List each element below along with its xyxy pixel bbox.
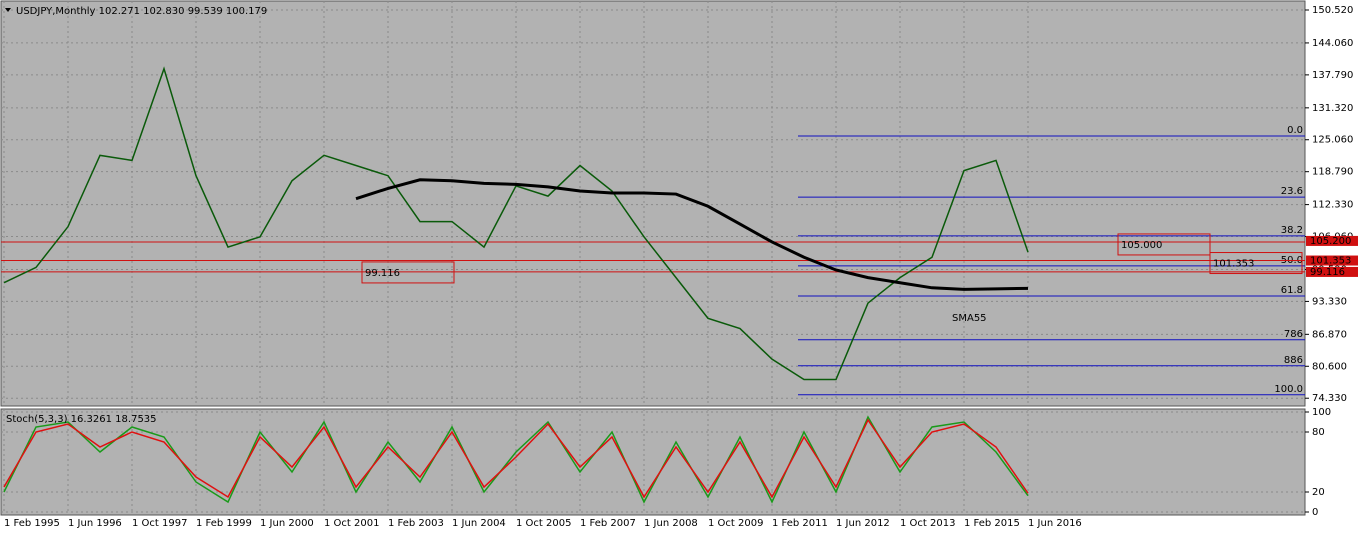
x-tick-label: 1 Feb 2011: [772, 518, 828, 529]
x-tick-label: 1 Jun 2000: [260, 518, 314, 529]
series-line: [355, 178, 1029, 291]
y-tick-label: 0: [1312, 507, 1318, 518]
x-tick-label: 1 Oct 2001: [324, 518, 379, 529]
axis-marker-label: 99.116: [1310, 267, 1345, 278]
x-tick-label: 1 Feb 2007: [580, 518, 636, 529]
fib-label: 886: [1284, 355, 1303, 366]
fib-label: 786: [1284, 329, 1303, 340]
x-tick-label: 1 Oct 1997: [132, 518, 187, 529]
price-panel: [0, 0, 1306, 407]
y-tick-label: 131.320: [1312, 103, 1353, 114]
series-line: [3, 66, 1029, 381]
x-tick-label: 1 Oct 2009: [708, 518, 763, 529]
axis-marker: [1306, 235, 1358, 246]
level-label: 101.353: [1213, 259, 1254, 270]
axis-marker: [1306, 255, 1358, 266]
x-tick-label: 1 Feb 1999: [196, 518, 252, 529]
y-tick-label: 150.520: [1312, 5, 1353, 16]
series-line: [3, 418, 1029, 499]
y-tick-label: 80.600: [1312, 361, 1347, 372]
level-box: [1117, 233, 1211, 256]
panel-title: USDJPY,Monthly 102.271 102.830 99.539 10…: [16, 6, 267, 17]
panel-title: Stoch(5,3,3) 16.3261 18.7535: [6, 414, 157, 425]
axis-marker-label: 105.200: [1310, 236, 1351, 247]
fib-label: 23.6: [1281, 186, 1303, 197]
y-tick-label: 125.060: [1312, 135, 1353, 146]
x-tick-label: 1 Feb 2015: [964, 518, 1020, 529]
y-tick-label: 118.790: [1312, 167, 1353, 178]
x-tick-label: 1 Oct 2013: [900, 518, 955, 529]
x-tick-label: 1 Feb 1995: [4, 518, 60, 529]
x-tick-label: 1 Jun 1996: [68, 518, 122, 529]
level-box: [1209, 252, 1303, 275]
y-tick-label: 137.790: [1312, 70, 1353, 81]
y-tick-label: 100: [1312, 407, 1331, 418]
fib-label: 0.0: [1287, 125, 1303, 136]
level-label: 105.000: [1121, 240, 1162, 251]
stoch-panel: [0, 408, 1306, 516]
x-tick-label: 1 Jun 2004: [452, 518, 506, 529]
y-tick-label: 93.330: [1312, 296, 1347, 307]
fib-label: 61.8: [1281, 285, 1303, 296]
level-label: 99.116: [365, 268, 400, 279]
fib-label: 100.0: [1274, 384, 1303, 395]
y-tick-label: 74.330: [1312, 393, 1347, 404]
x-tick-label: 1 Jun 2016: [1028, 518, 1082, 529]
x-tick-label: 1 Jun 2012: [836, 518, 890, 529]
axis-marker-label: 101.353: [1310, 256, 1351, 267]
y-tick-label: 80: [1312, 427, 1325, 438]
y-tick-label: 86.870: [1312, 329, 1347, 340]
menu-arrow: [5, 8, 11, 12]
level-box: [361, 261, 455, 284]
y-tick-label: 144.060: [1312, 38, 1353, 49]
annotation: SMA55: [952, 313, 987, 324]
y-tick-label: 112.330: [1312, 200, 1353, 211]
x-tick-label: 1 Oct 2005: [516, 518, 571, 529]
fib-label: 38.2: [1281, 225, 1303, 236]
x-tick-label: 1 Feb 2003: [388, 518, 444, 529]
y-tick-label: 20: [1312, 487, 1325, 498]
x-tick-label: 1 Jun 2008: [644, 518, 698, 529]
axis-marker: [1306, 266, 1358, 277]
